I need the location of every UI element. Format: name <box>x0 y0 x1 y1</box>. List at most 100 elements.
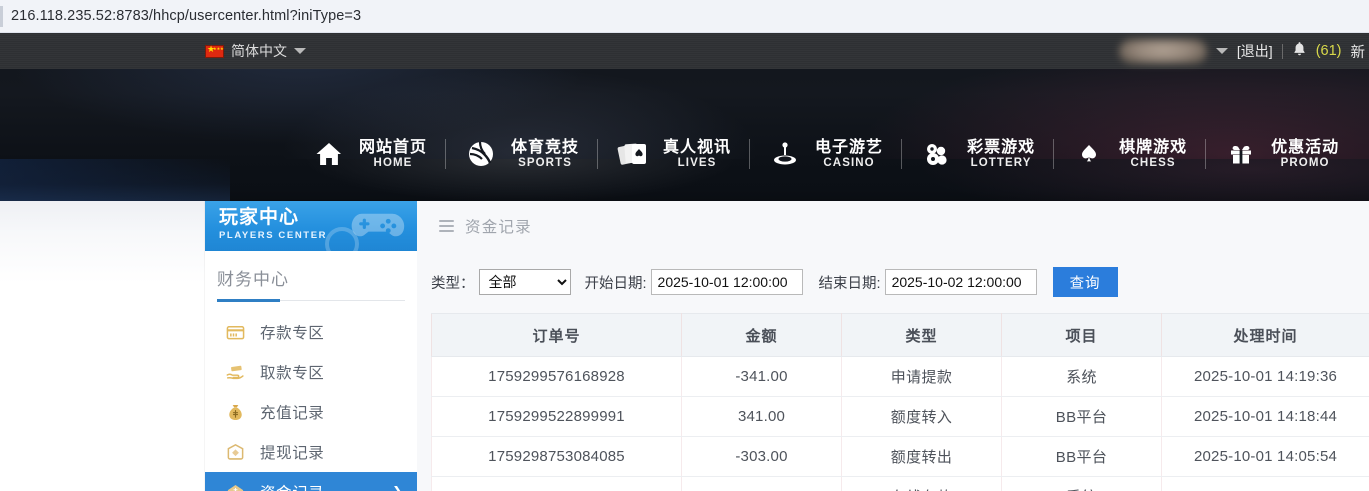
nav-item-promo[interactable]: 优惠活动 PROMO <box>1224 138 1339 170</box>
nav-item-casino[interactable]: 电子游艺 CASINO <box>768 138 883 170</box>
nav-text-sports: 体育竞技 SPORTS <box>511 139 579 170</box>
nav-label-cn: 电子游艺 <box>815 138 884 156</box>
cell-item: BB平台 <box>1001 396 1162 437</box>
table-head: 订单号 金额 类型 项目 处理时间 <box>431 313 1369 357</box>
cell-item: 系统 <box>1001 476 1162 491</box>
fund-records-table: 订单号 金额 类型 项目 处理时间 1759299576168928 -341.… <box>431 313 1369 491</box>
utility-divider <box>1281 43 1283 59</box>
url-text[interactable]: 216.118.235.52:8783/hhcp/usercenter.html… <box>11 8 362 24</box>
cell-amount: 300.00 <box>681 476 842 491</box>
nav-label-en: CASINO <box>823 156 875 169</box>
nav-label-en: LOTTERY <box>970 156 1032 169</box>
nav-text-lives: 真人视讯 LIVES <box>663 139 731 170</box>
withdraw-hand-icon <box>226 363 245 382</box>
sidebar-item-label: 提现记录 <box>260 445 325 462</box>
nav-separator <box>1053 139 1055 169</box>
browser-url-bar[interactable]: 216.118.235.52:8783/hhcp/usercenter.html… <box>0 0 1369 33</box>
nav-label-cn: 真人视讯 <box>663 138 732 156</box>
sidebar-item-label: 充值记录 <box>260 405 325 422</box>
fund-records-table-wrap: 订单号 金额 类型 项目 处理时间 1759299576168928 -341.… <box>417 313 1369 491</box>
cell-type: 额度转出 <box>841 436 1002 477</box>
end-date-label: 结束日期: <box>818 275 881 292</box>
sidebar: 玩家中心 PLAYERS CENTER 财务中心 存款专区 取款专区 充值记录 <box>205 201 417 491</box>
type-select[interactable]: 全部 <box>478 269 571 295</box>
cell-order: 1759299576168928 <box>431 356 682 397</box>
sidebar-item-fund-records[interactable]: 资金记录 ❯ <box>205 472 417 491</box>
cell-amount: -303.00 <box>681 436 842 477</box>
cell-item: 系统 <box>1001 356 1162 397</box>
table-row[interactable]: 1759299576168928 -341.00 申请提款 系统 2025-10… <box>431 356 1369 397</box>
nav-separator <box>749 139 751 169</box>
nav-text-lottery: 彩票游戏 LOTTERY <box>967 139 1035 170</box>
hamburger-icon[interactable] <box>439 217 454 235</box>
content-panel: 资金记录 类型： 全部 开始日期: 结束日期: 查询 订单号 金额 <box>417 201 1369 491</box>
column-header-item[interactable]: 项目 <box>1001 313 1162 357</box>
sidebar-title-cn: 玩家中心 <box>219 207 300 228</box>
cell-type: 额度转入 <box>841 396 1002 437</box>
cell-time: 2025-10-01 14:19:36 <box>1161 356 1369 397</box>
sports-ball-icon <box>464 138 498 170</box>
nav-item-lottery[interactable]: 彩票游戏 LOTTERY <box>920 138 1035 170</box>
home-icon <box>312 138 346 170</box>
playing-cards-icon <box>616 138 650 170</box>
message-label[interactable]: 新 <box>1350 44 1366 61</box>
cell-order: 1759298736550326 <box>431 476 682 491</box>
page-root: 简体中文 [退出] (61) 新 网站首页 <box>0 33 1369 491</box>
sidebar-item-deposit[interactable]: 存款专区 <box>205 312 417 352</box>
nav-label-en: PROMO <box>1280 156 1330 169</box>
gift-icon <box>1224 138 1258 170</box>
start-date-label: 开始日期: <box>584 275 647 292</box>
table-header-row: 订单号 金额 类型 项目 处理时间 <box>431 313 1369 357</box>
nav-item-sports[interactable]: 体育竞技 SPORTS <box>464 138 579 170</box>
sidebar-item-recharge-records[interactable]: 充值记录 <box>205 392 417 432</box>
cell-type: 在线存款 <box>841 476 1002 491</box>
cell-amount: 341.00 <box>681 396 842 437</box>
nav-label-cn: 棋牌游戏 <box>1119 138 1188 156</box>
header-shadow-left <box>0 159 230 201</box>
nav-label-cn: 优惠活动 <box>1271 138 1340 156</box>
nav-item-home[interactable]: 网站首页 HOME <box>312 138 427 170</box>
type-filter-label: 类型： <box>431 275 475 292</box>
username-blurred[interactable] <box>1118 38 1207 64</box>
sidebar-header: 玩家中心 PLAYERS CENTER <box>205 201 417 251</box>
table-row[interactable]: 1759299522899991 341.00 额度转入 BB平台 2025-1… <box>431 396 1369 437</box>
chevron-right-icon: ❯ <box>392 484 403 491</box>
cell-time: 2025-10-01 14:05:36 <box>1161 476 1369 491</box>
message-count: (61) <box>1315 43 1342 59</box>
sidebar-section-finance: 财务中心 <box>205 251 417 302</box>
cell-order: 1759298753084085 <box>431 436 682 477</box>
nav-text-chess: 棋牌游戏 CHESS <box>1119 139 1187 170</box>
language-selector[interactable]: 简体中文 <box>205 33 306 69</box>
column-header-time[interactable]: 处理时间 <box>1161 313 1369 357</box>
nav-label-cn: 彩票游戏 <box>967 138 1036 156</box>
spade-icon <box>1072 138 1106 170</box>
money-bag-icon <box>226 403 245 422</box>
start-date-input[interactable] <box>650 269 803 295</box>
table-row[interactable]: 1759298753084085 -303.00 额度转出 BB平台 2025-… <box>431 436 1369 477</box>
nav-item-lives[interactable]: 真人视讯 LIVES <box>616 138 731 170</box>
cell-amount: -341.00 <box>681 356 842 397</box>
content-header: 资金记录 <box>417 201 1369 251</box>
utility-top-bar: 简体中文 [退出] (61) 新 <box>0 33 1369 69</box>
language-label: 简体中文 <box>231 43 287 59</box>
cell-time: 2025-10-01 14:05:54 <box>1161 436 1369 477</box>
query-button[interactable]: 查询 <box>1052 267 1118 297</box>
chevron-down-icon[interactable] <box>294 48 306 54</box>
sidebar-item-withdraw[interactable]: 取款专区 <box>205 352 417 392</box>
end-date-input[interactable] <box>884 269 1037 295</box>
user-menu-chevron-down-icon[interactable] <box>1215 48 1228 54</box>
sidebar-item-withdraw-records[interactable]: 提现记录 <box>205 432 417 472</box>
logout-link[interactable]: [退出] <box>1236 43 1273 59</box>
nav-separator <box>1205 139 1207 169</box>
bell-icon[interactable] <box>1292 41 1307 61</box>
table-row[interactable]: 1759298736550326 300.00 在线存款 系统 2025-10-… <box>431 476 1369 491</box>
column-header-type[interactable]: 类型 <box>841 313 1002 357</box>
deposit-card-icon <box>226 323 245 342</box>
column-header-order[interactable]: 订单号 <box>431 313 682 357</box>
gamepad-icon <box>351 213 405 237</box>
column-header-amount[interactable]: 金额 <box>681 313 842 357</box>
cell-item: BB平台 <box>1001 436 1162 477</box>
cell-time: 2025-10-01 14:18:44 <box>1161 396 1369 437</box>
nav-item-chess[interactable]: 棋牌游戏 CHESS <box>1072 138 1187 170</box>
sidebar-section-title: 财务中心 <box>217 270 289 289</box>
